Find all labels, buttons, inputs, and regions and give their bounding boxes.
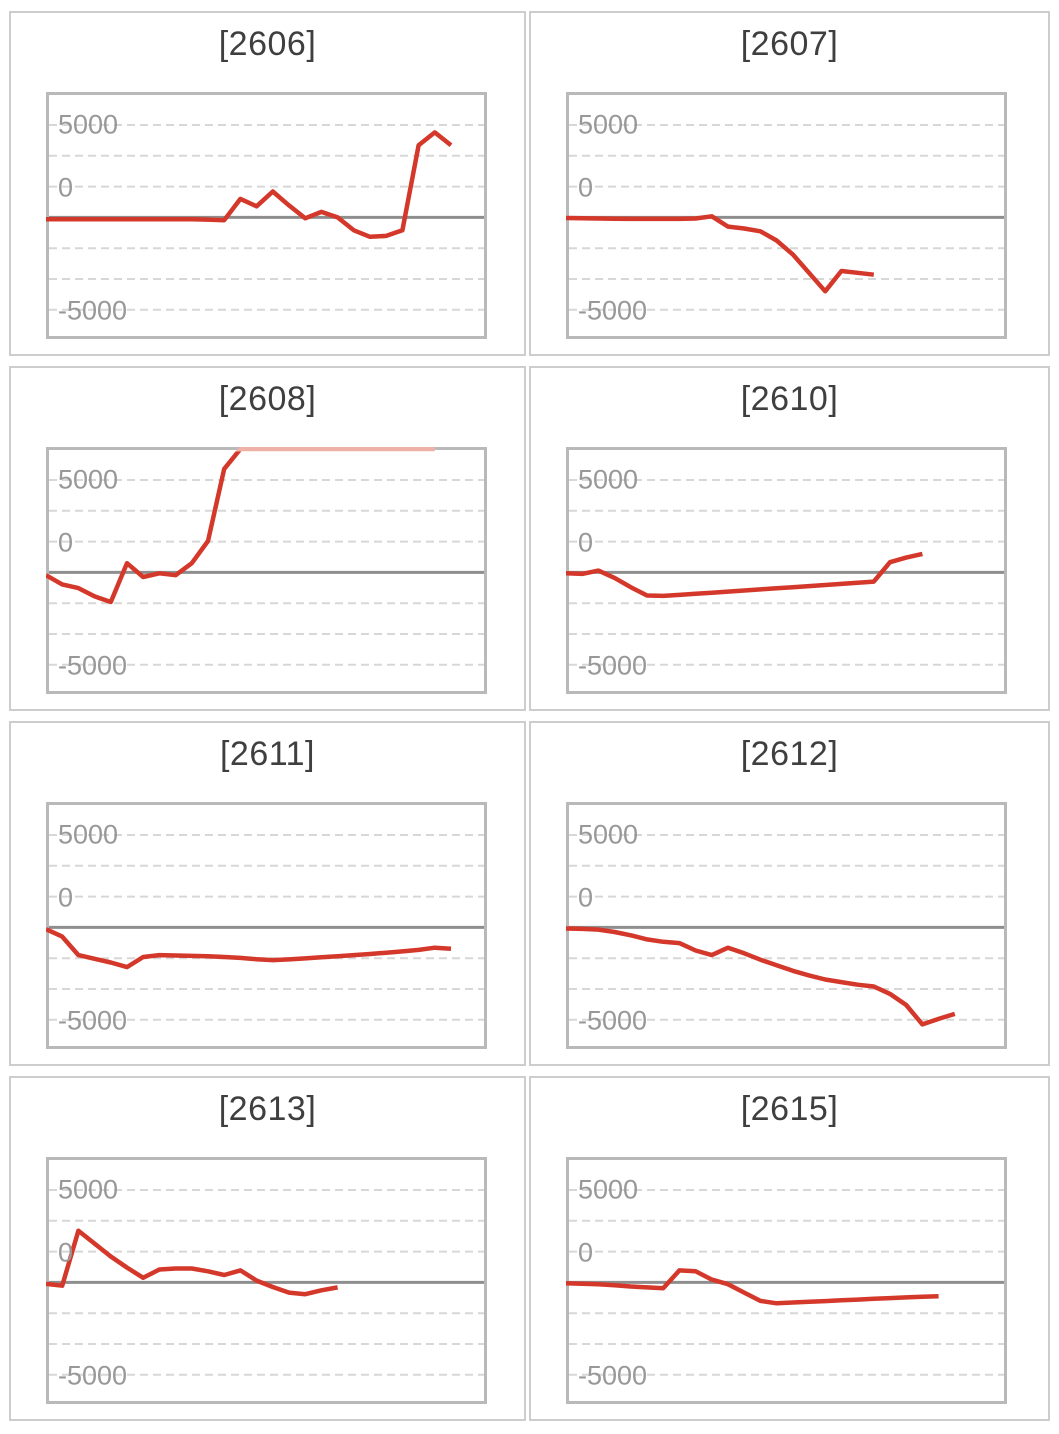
line-chart-canvas bbox=[46, 447, 487, 694]
line-chart-plot: 5000 0 -5000 bbox=[46, 1157, 487, 1404]
plot-border bbox=[566, 802, 1007, 1049]
data-line bbox=[566, 551, 923, 599]
plot-border bbox=[46, 1157, 487, 1404]
data-line bbox=[566, 214, 875, 294]
plot-border bbox=[566, 92, 1007, 339]
chart-panel-2613: [2613] 5000 0 -5000 bbox=[9, 1076, 526, 1421]
chart-title: [2608] bbox=[218, 380, 317, 418]
chart-panel-2611: [2611] 5000 0 -5000 bbox=[9, 721, 526, 1066]
chart-title: [2607] bbox=[740, 25, 839, 63]
y-axis-tick-0: 0 bbox=[58, 1237, 74, 1268]
y-axis-tick-0: 0 bbox=[58, 172, 74, 203]
data-line bbox=[566, 926, 956, 1027]
y-axis-tick-minus-5000: -5000 bbox=[58, 295, 128, 326]
data-line-overflow bbox=[566, 216, 874, 291]
y-axis-tick-5000: 5000 bbox=[58, 109, 119, 140]
line-chart-plot: 5000 0 -5000 bbox=[566, 92, 1007, 339]
chart-panel-2606: [2606] 5000 0 -5000 bbox=[9, 11, 526, 356]
y-axis-tick-0: 0 bbox=[578, 172, 594, 203]
data-line bbox=[46, 451, 242, 605]
y-axis-tick-minus-5000: -5000 bbox=[58, 1005, 128, 1036]
line-chart-canvas bbox=[566, 447, 1007, 694]
line-chart-canvas bbox=[46, 802, 487, 1049]
chart-panel-2610: [2610] 5000 0 -5000 bbox=[529, 366, 1050, 711]
chart-title: [2612] bbox=[740, 735, 839, 773]
chart-title: [2611] bbox=[219, 735, 315, 773]
chart-title: [2610] bbox=[740, 380, 839, 418]
plot-border bbox=[566, 1157, 1007, 1404]
chart-title: [2613] bbox=[218, 1090, 317, 1128]
line-chart-plot: 5000 0 -5000 bbox=[46, 92, 487, 339]
data-line bbox=[46, 927, 452, 970]
line-chart-plot: 5000 0 -5000 bbox=[46, 802, 487, 1049]
line-chart-plot: 5000 0 -5000 bbox=[566, 447, 1007, 694]
chart-title: [2615] bbox=[740, 1090, 839, 1128]
y-axis-tick-0: 0 bbox=[578, 527, 594, 558]
chart-panel-2608: [2608] 5000 0 -5000 bbox=[9, 366, 526, 711]
chart-title: [2606] bbox=[218, 25, 317, 63]
y-axis-tick-5000: 5000 bbox=[578, 464, 639, 495]
line-chart-canvas bbox=[566, 1157, 1007, 1404]
data-line bbox=[46, 130, 453, 240]
chart-panel-2615: [2615] 5000 0 -5000 bbox=[529, 1076, 1050, 1421]
line-chart-canvas bbox=[46, 1157, 487, 1404]
plot-border bbox=[46, 92, 487, 339]
data-line bbox=[566, 1268, 939, 1306]
y-axis-tick-minus-5000: -5000 bbox=[578, 1360, 648, 1391]
chart-panel-2612: [2612] 5000 0 -5000 bbox=[529, 721, 1050, 1066]
line-chart-canvas bbox=[566, 802, 1007, 1049]
y-axis-tick-minus-5000: -5000 bbox=[58, 1360, 128, 1391]
plot-border bbox=[46, 802, 487, 1049]
y-axis-tick-5000: 5000 bbox=[578, 109, 639, 140]
y-axis-tick-0: 0 bbox=[578, 882, 594, 913]
y-axis-tick-5000: 5000 bbox=[58, 1174, 119, 1205]
y-axis-tick-minus-5000: -5000 bbox=[578, 650, 648, 681]
y-axis-tick-5000: 5000 bbox=[578, 819, 639, 850]
y-axis-tick-5000: 5000 bbox=[578, 1174, 639, 1205]
y-axis-tick-minus-5000: -5000 bbox=[578, 1005, 648, 1036]
y-axis-tick-0: 0 bbox=[58, 882, 74, 913]
y-axis-tick-0: 0 bbox=[578, 1237, 594, 1268]
data-line bbox=[46, 1228, 338, 1297]
chart-panel-2607: [2607] 5000 0 -5000 bbox=[529, 11, 1050, 356]
line-chart-canvas bbox=[46, 92, 487, 339]
line-chart-canvas bbox=[566, 92, 1007, 339]
y-axis-tick-minus-5000: -5000 bbox=[578, 295, 648, 326]
y-axis-tick-0: 0 bbox=[58, 527, 74, 558]
data-line-overflow bbox=[235, 447, 435, 452]
line-chart-plot: 5000 0 -5000 bbox=[566, 1157, 1007, 1404]
line-chart-plot: 5000 0 -5000 bbox=[566, 802, 1007, 1049]
plot-border bbox=[566, 447, 1007, 694]
y-axis-tick-5000: 5000 bbox=[58, 819, 119, 850]
y-axis-tick-5000: 5000 bbox=[58, 464, 119, 495]
y-axis-tick-minus-5000: -5000 bbox=[58, 650, 128, 681]
line-chart-plot: 5000 0 -5000 bbox=[46, 447, 487, 694]
